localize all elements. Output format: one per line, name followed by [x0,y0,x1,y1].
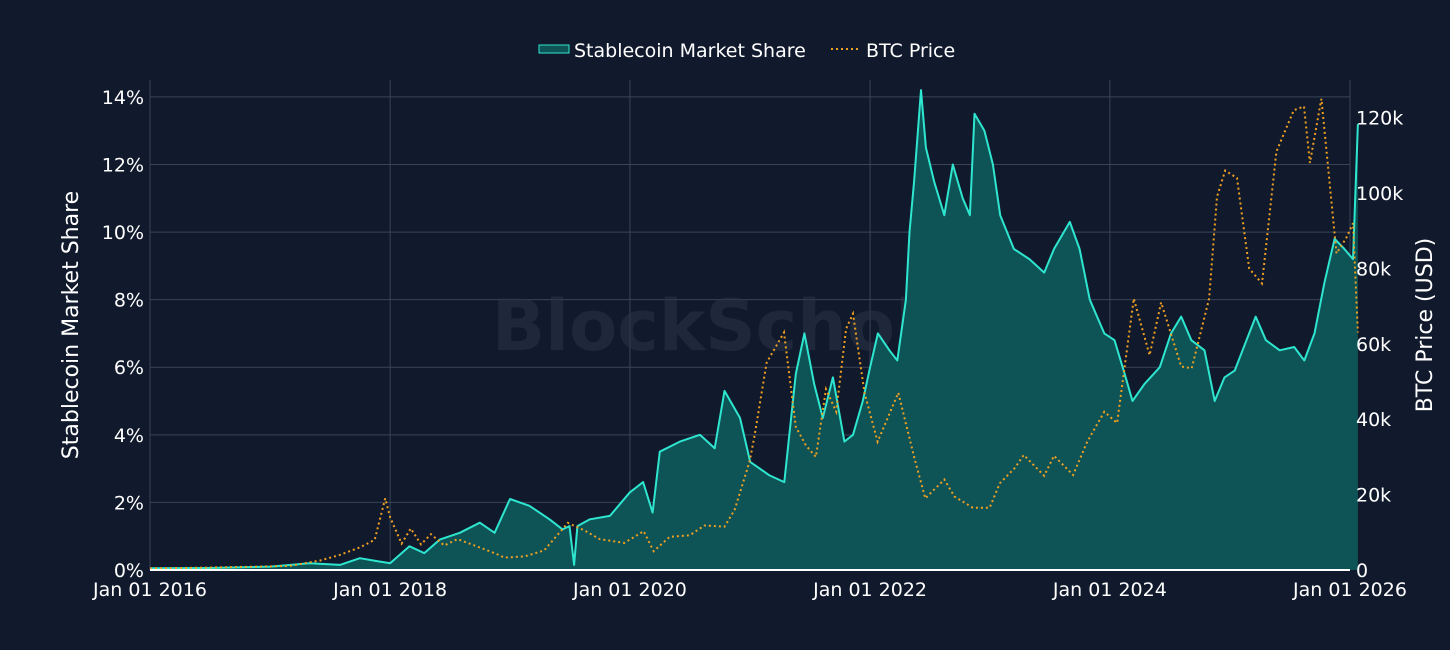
y-right-tick-label-4: 80k [1356,258,1391,280]
x-tick-label-0: Jan 01 2016 [92,579,207,601]
legend-swatch-stablecoin [538,44,570,54]
y-left-tick-label-6: 12% [102,154,144,176]
y-right-tick-label-2: 40k [1356,409,1391,431]
y-axis-right-title: BTC Price (USD) [1413,238,1438,412]
y-right-tick-label-6: 120k [1356,108,1403,130]
y-left-tick-label-7: 14% [102,87,144,109]
y-left-tick-label-2: 4% [114,425,144,447]
legend-item-btc[interactable]: BTC Price [831,40,955,62]
y-left-tick-label-1: 2% [114,492,144,514]
series-stablecoin-line [149,89,1359,570]
y-right-tick-label-0: 0 [1356,560,1368,582]
y-left-tick-label-3: 6% [114,357,144,379]
x-tick-label-2: Jan 01 2020 [572,579,687,601]
y-right-tick-label-5: 100k [1356,183,1403,205]
series-stablecoin-area [150,90,1358,570]
x-tick-label-4: Jan 01 2024 [1052,579,1167,601]
y-axis-right: 0 20k 40k 60k 80k 100k 120k [1356,108,1403,582]
y-right-tick-label-1: 20k [1356,485,1391,507]
legend: Stablecoin Market Share BTC Price [538,40,955,62]
x-tick-label-5: Jan 01 2026 [1292,579,1407,601]
y-left-tick-label-4: 8% [114,290,144,312]
legend-label-stablecoin: Stablecoin Market Share [574,40,806,62]
y-axis-left-title: Stablecoin Market Share [59,191,84,459]
plot-area [149,89,1359,571]
y-axis-left: 0% 2% 4% 6% 8% 10% 12% 14% [102,87,144,582]
x-tick-label-3: Jan 01 2022 [812,579,927,601]
x-axis: Jan 01 2016 Jan 01 2018 Jan 01 2020 Jan 01 … [92,579,1407,601]
legend-label-btc: BTC Price [866,40,955,62]
y-right-tick-label-3: 60k [1356,334,1391,356]
x-tick-label-1: Jan 01 2018 [332,579,447,601]
legend-item-stablecoin[interactable]: Stablecoin Market Share [538,40,806,62]
series-btc-line [149,98,1359,570]
y-left-tick-label-5: 10% [102,222,144,244]
y-left-tick-label-0: 0% [114,560,144,582]
